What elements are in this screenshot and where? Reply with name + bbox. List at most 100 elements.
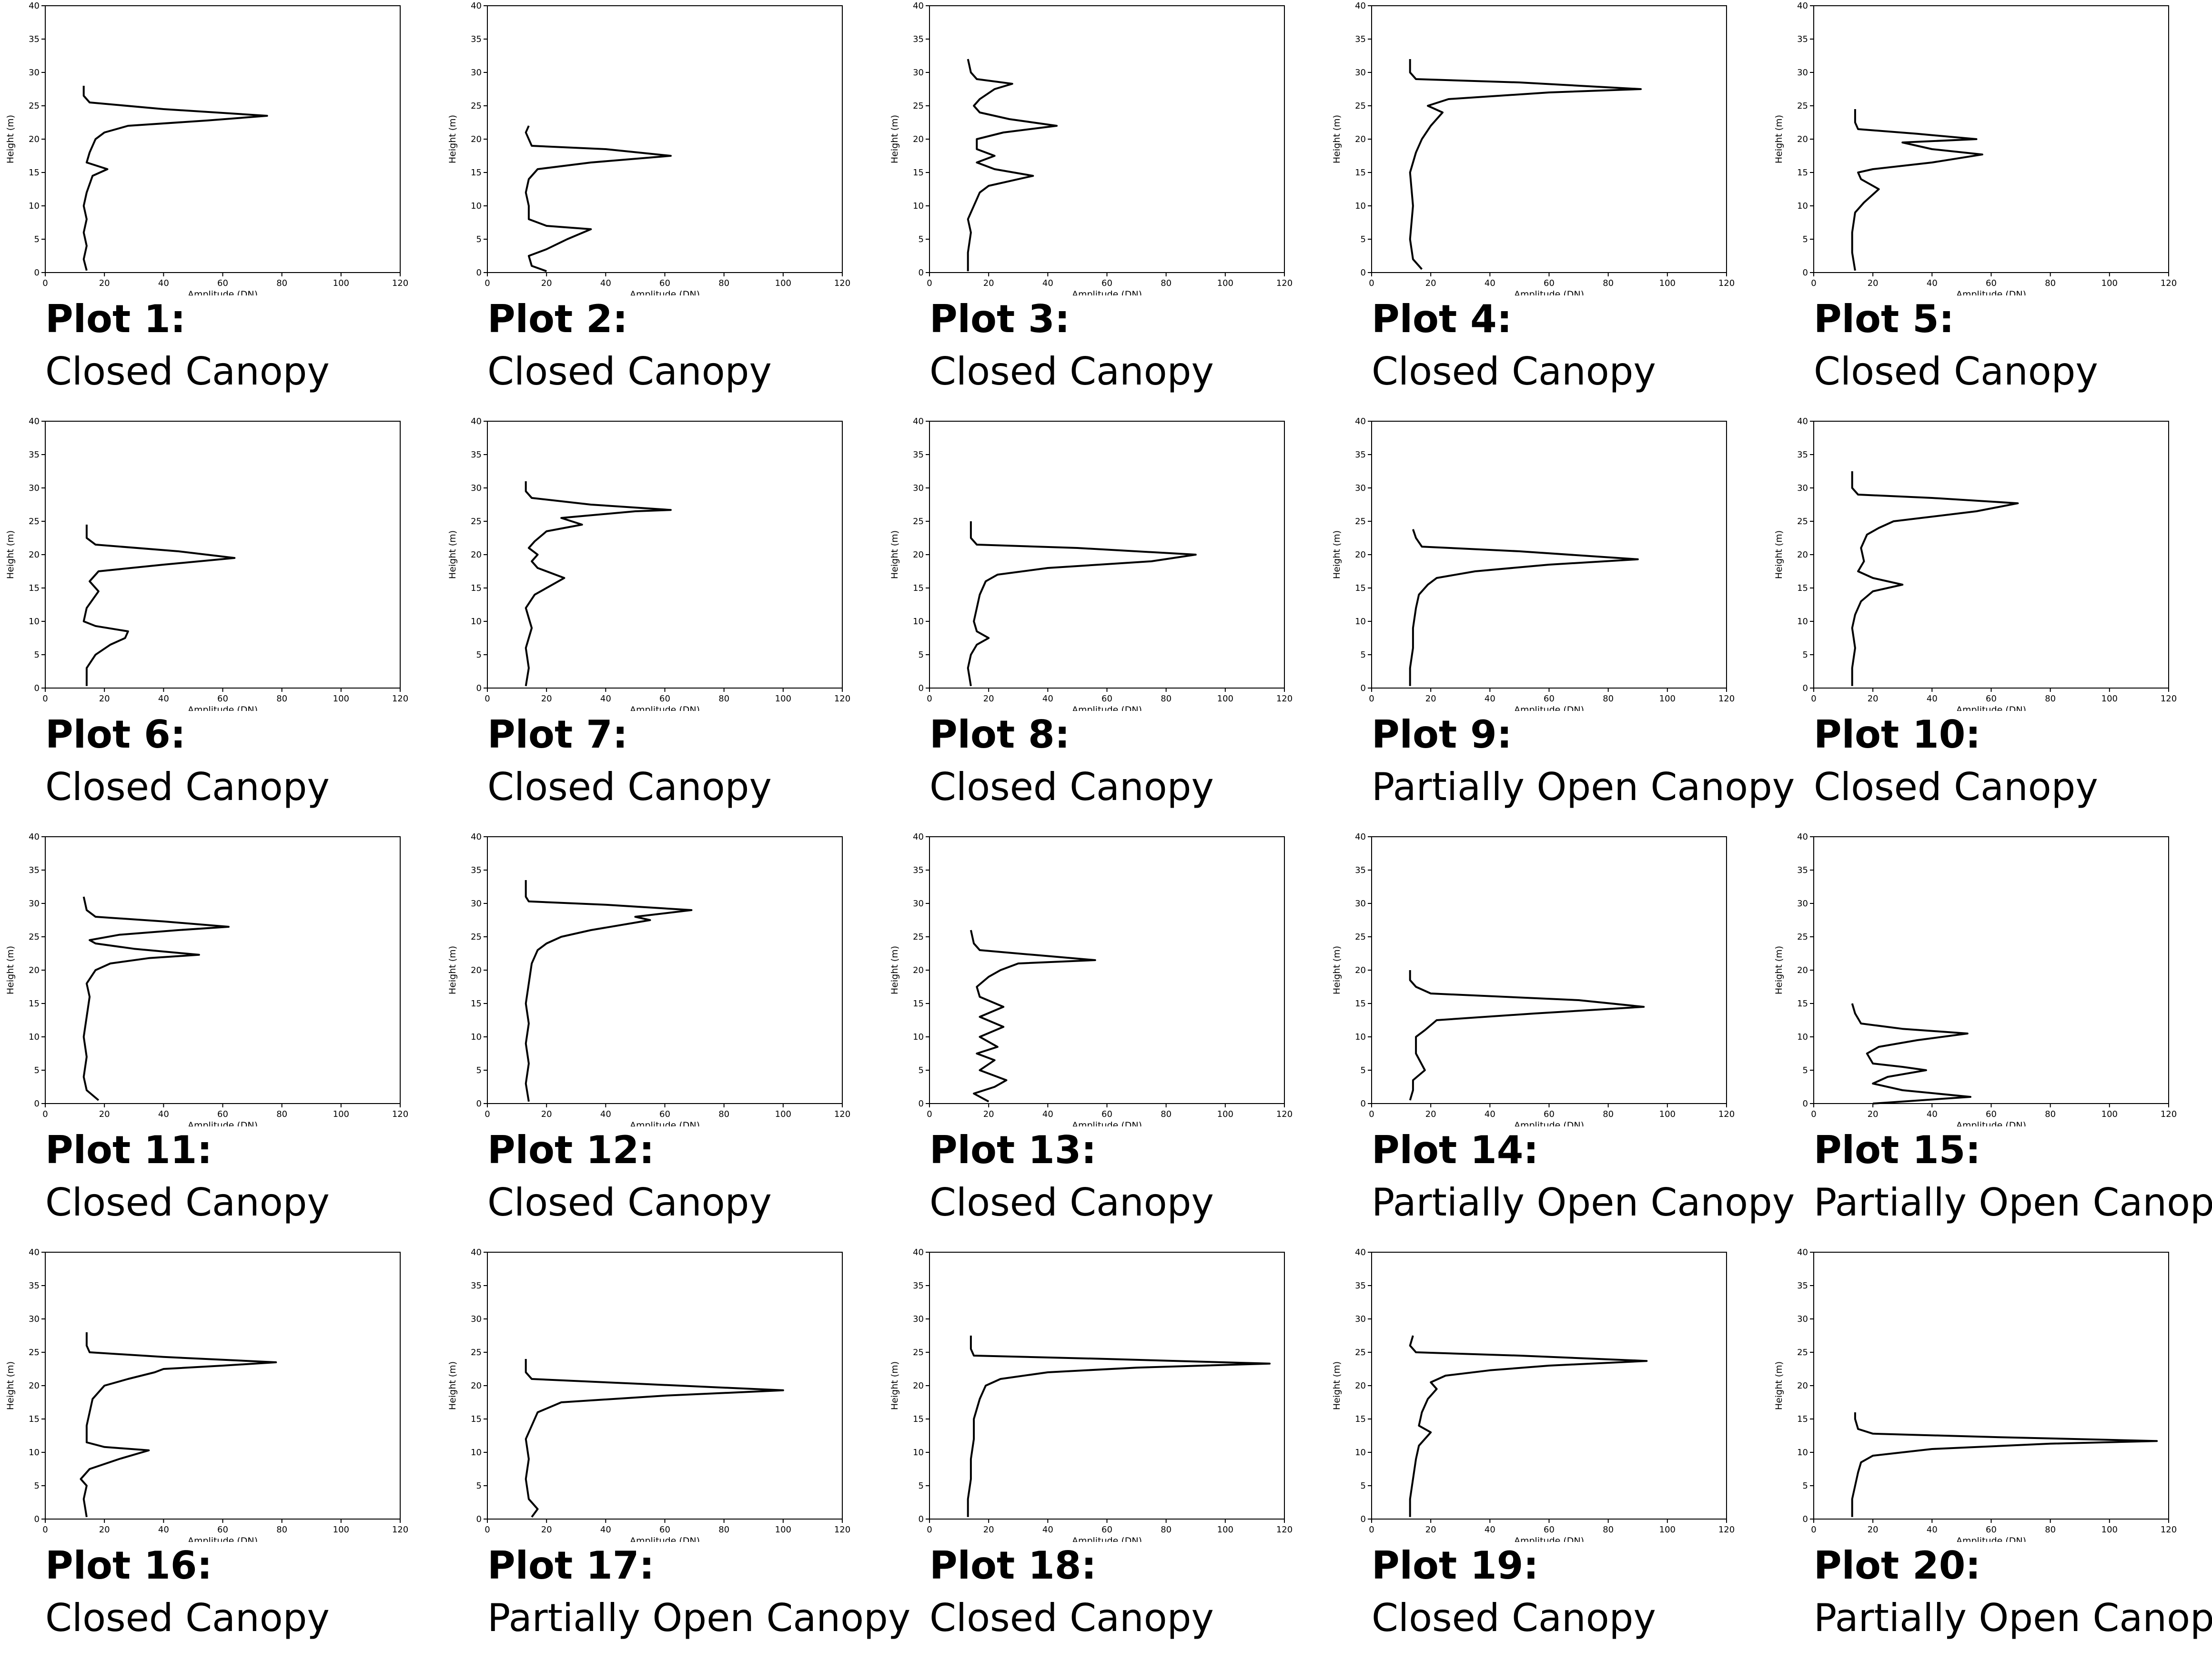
x-tick-label: 20 — [983, 1109, 994, 1119]
plot-frame — [929, 836, 1285, 1104]
x-tick-label: 100 — [333, 694, 349, 704]
x-tick-label: 20 — [1868, 1525, 1879, 1535]
x-tick-label: 100 — [1659, 1109, 1676, 1119]
plot-frame — [929, 421, 1285, 689]
y-tick-label: 35 — [1355, 34, 1366, 44]
y-tick-label: 20 — [913, 550, 924, 560]
y-tick-label: 30 — [1797, 1314, 1808, 1324]
x-tick-label: 100 — [2101, 694, 2118, 704]
y-tick-label: 20 — [29, 965, 40, 975]
y-tick-label: 10 — [913, 1448, 924, 1458]
x-tick-label: 0 — [485, 1525, 490, 1535]
y-tick-label: 20 — [1797, 550, 1808, 560]
plot-caption-subtitle: Partially Open Canopy — [1372, 765, 1795, 809]
x-axis-label: Amplitude (DN) — [188, 705, 258, 711]
y-axis-label: Height (m) — [5, 530, 16, 579]
x-tick-label: 60 — [1101, 1525, 1112, 1535]
plot-frame — [1813, 421, 2169, 689]
y-tick-label: 35 — [1355, 1281, 1366, 1291]
x-tick-label: 80 — [718, 1109, 729, 1119]
y-tick-label: 25 — [1797, 1348, 1808, 1358]
y-tick-label: 20 — [471, 550, 482, 560]
plot-frame — [1371, 421, 1727, 689]
y-tick-label: 5 — [476, 650, 482, 660]
waveform-line — [1409, 1335, 1648, 1517]
x-tick-label: 0 — [1811, 278, 1816, 288]
y-tick-label: 15 — [471, 999, 482, 1009]
y-tick-label: 25 — [1797, 101, 1808, 111]
y-tick-label: 35 — [913, 1281, 924, 1291]
x-axis-label: Amplitude (DN) — [1956, 1120, 2026, 1126]
y-tick-label: 10 — [29, 1448, 40, 1458]
y-tick-label: 15 — [913, 583, 924, 593]
plot-caption-title: Plot 11: — [45, 1128, 212, 1172]
x-tick-label: 120 — [392, 278, 408, 288]
x-axis-label: Amplitude (DN) — [1072, 1120, 1142, 1126]
y-tick-label: 25 — [29, 101, 40, 111]
chart-panel: 0 20 40 60 80 100 120 0 5 10 15 20 25 30 35 40 Amplitude… — [1768, 831, 2212, 1246]
y-tick-label: 25 — [471, 932, 482, 942]
y-tick-label: 0 — [1803, 1099, 1808, 1109]
profile-chart: 0 20 40 60 80 100 120 0 5 10 15 20 25 30 35 40 Amplitude… — [889, 1247, 1293, 1542]
x-tick-label: 120 — [1718, 1525, 1735, 1535]
y-tick-label: 10 — [1355, 201, 1366, 211]
y-tick-label: 20 — [29, 134, 40, 144]
y-axis-label: Height (m) — [5, 1361, 16, 1410]
x-axis-label: Amplitude (DN) — [1072, 289, 1142, 295]
waveform-line — [82, 86, 268, 271]
plot-caption-title: Plot 15: — [1814, 1128, 1981, 1172]
y-tick-label: 0 — [476, 268, 482, 278]
y-tick-label: 40 — [29, 1247, 40, 1257]
y-tick-label: 15 — [1355, 1414, 1366, 1424]
x-tick-label: 0 — [485, 694, 490, 704]
x-tick-label: 120 — [834, 278, 850, 288]
y-tick-label: 20 — [1355, 1381, 1366, 1391]
y-tick-label: 40 — [1355, 416, 1366, 426]
y-tick-label: 0 — [476, 683, 482, 693]
waveform-line — [1851, 1003, 1971, 1105]
y-tick-label: 10 — [913, 1032, 924, 1042]
x-tick-label: 20 — [1868, 278, 1879, 288]
plot-caption-subtitle: Closed Canopy — [929, 349, 1214, 394]
y-tick-label: 40 — [1797, 416, 1808, 426]
plot-caption-title: Plot 20: — [1814, 1543, 1981, 1588]
plot-frame — [1371, 1252, 1727, 1520]
y-tick-label: 5 — [1361, 1065, 1366, 1075]
x-tick-label: 60 — [659, 1525, 670, 1535]
y-tick-label: 0 — [34, 1099, 40, 1109]
x-tick-label: 100 — [1659, 1525, 1676, 1535]
x-tick-label: 20 — [1868, 1109, 1879, 1119]
chart-panel: 0 20 40 60 80 100 120 0 5 10 15 20 25 30 35 40 Amplitude… — [1768, 0, 2211, 416]
y-axis-label: Height (m) — [447, 946, 458, 994]
y-tick-label: 15 — [913, 1414, 924, 1424]
y-tick-label: 0 — [476, 1514, 482, 1524]
y-tick-label: 0 — [476, 1099, 482, 1109]
x-tick-label: 120 — [1276, 694, 1293, 704]
chart-panel: 0 20 40 60 80 100 120 0 5 10 15 20 25 30 35 40 Amplitude… — [442, 1246, 910, 1662]
y-tick-label: 0 — [34, 683, 40, 693]
profile-chart: 0 20 40 60 80 100 120 0 5 10 15 20 25 30 35 40 Amplitude… — [1332, 1247, 1735, 1542]
plot-frame — [929, 5, 1285, 273]
y-tick-label: 0 — [919, 268, 924, 278]
x-tick-label: 100 — [1217, 278, 1233, 288]
y-axis-label: Height (m) — [889, 115, 900, 163]
y-tick-label: 5 — [919, 234, 924, 244]
x-tick-label: 80 — [718, 278, 729, 288]
profile-chart: 0 20 40 60 80 100 120 0 5 10 15 20 25 30 35 40 Amplitude… — [5, 1247, 408, 1542]
x-tick-label: 120 — [2161, 278, 2177, 288]
x-tick-label: 120 — [834, 1525, 850, 1535]
profile-chart: 0 20 40 60 80 100 120 0 5 10 15 20 25 30 35 40 Amplitude… — [1332, 832, 1735, 1126]
plot-frame — [929, 1252, 1285, 1520]
y-tick-label: 20 — [471, 1381, 482, 1391]
x-axis-label: Amplitude (DN) — [1072, 705, 1142, 711]
y-axis-label: Height (m) — [1332, 115, 1342, 163]
x-tick-label: 40 — [1927, 278, 1938, 288]
x-axis-label: Amplitude (DN) — [188, 1120, 258, 1126]
x-tick-label: 20 — [541, 1109, 552, 1119]
y-tick-label: 10 — [913, 201, 924, 211]
x-axis-label: Amplitude (DN) — [188, 289, 258, 295]
x-tick-label: 60 — [217, 1109, 228, 1119]
y-tick-label: 15 — [471, 1414, 482, 1424]
waveform-line — [1409, 970, 1645, 1101]
plot-caption-subtitle: Partially Open Canopy — [1814, 1596, 2212, 1640]
